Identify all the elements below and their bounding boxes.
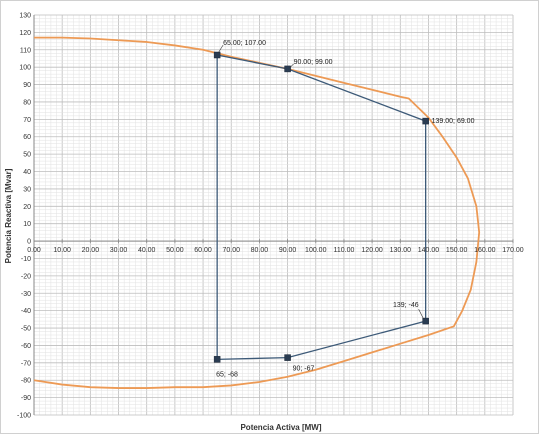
x-tick-label: 60.00 [194,247,212,254]
data-label: 90; -67 [293,366,315,373]
label-leader-line [418,308,424,320]
y-tick-label: 50 [23,152,31,159]
x-tick-label: 40.00 [138,247,156,254]
x-tick-label: 70.00 [222,247,240,254]
x-tick-label: 160.00 [474,247,496,254]
x-tick-label: 120.00 [361,247,383,254]
grid [33,14,514,416]
label-leader-line [217,44,224,54]
data-point-marker [284,354,291,361]
y-tick-label: 30 [23,186,31,193]
y-tick-label: -50 [21,326,31,333]
y-axis-title: Potencia Reactiva [Mvar] [4,168,13,263]
x-tick-label: 110.00 [333,247,354,254]
y-tick-label: 90 [23,82,31,89]
y-tick-label: 20 [23,204,31,211]
labels: 0.00 10.00 20.00 30.00 40.00 50.00 60.00 70.00 8… [17,13,524,420]
x-tick-label: 90.00 [279,247,297,254]
y-tick-label: 120 [19,30,31,37]
y-tick-label: 100 [19,65,31,72]
data-label: 139; -46 [393,302,419,309]
x-tick-label: 80.00 [251,247,269,254]
data-point-marker [422,117,429,125]
data-label: 139.00; 69.00 [432,118,475,125]
y-tick-label: -100 [17,413,31,420]
y-tick-label: -10 [21,256,31,263]
data-point-marker [213,51,221,59]
x-tick-label: 130.00 [390,247,412,254]
x-tick-label: 140.00 [418,247,440,254]
y-tick-label: -80 [21,378,31,385]
data-point-marker [422,317,429,325]
y-tick-label: 80 [23,99,31,106]
data-point-marker [213,356,221,363]
y-tick-label: -20 [21,273,31,280]
label-leader-line [289,63,294,69]
capability-curve-line [33,36,481,389]
x-tick-label: 10.00 [53,247,71,254]
series [33,36,481,389]
y-tick-label: -70 [21,360,31,367]
x-tick-label: 100.00 [305,247,327,254]
data-label: 65.00; 107.00 [223,40,266,47]
y-tick-label: 40 [23,169,31,176]
x-axis-title: Potencia Activa [MW] [240,423,321,432]
y-tick-label: 60 [23,134,31,141]
x-tick-label: 170.00 [502,247,524,254]
y-tick-label: 10 [23,221,31,228]
y-tick-label: -60 [21,343,31,350]
x-tick-label: 20.00 [82,247,100,254]
x-tick-label: 150.00 [446,247,468,254]
y-tick-label: -90 [21,395,31,402]
y-tick-label: 110 [20,47,31,54]
y-tick-label: 0 [27,239,31,246]
y-tick-label: 70 [23,117,31,124]
axes [33,15,514,415]
x-tick-label: 50.00 [166,247,184,254]
x-tick-label: 0.00 [27,247,41,254]
data-label: 90.00; 99.00 [294,59,333,66]
y-tick-label: -40 [21,308,31,315]
data-label: 65; -68 [216,371,238,378]
y-tick-label: -30 [21,291,31,298]
y-tick-label: 130 [19,13,31,20]
x-tick-label: 30.00 [110,247,128,254]
data-point-marker [284,65,291,73]
